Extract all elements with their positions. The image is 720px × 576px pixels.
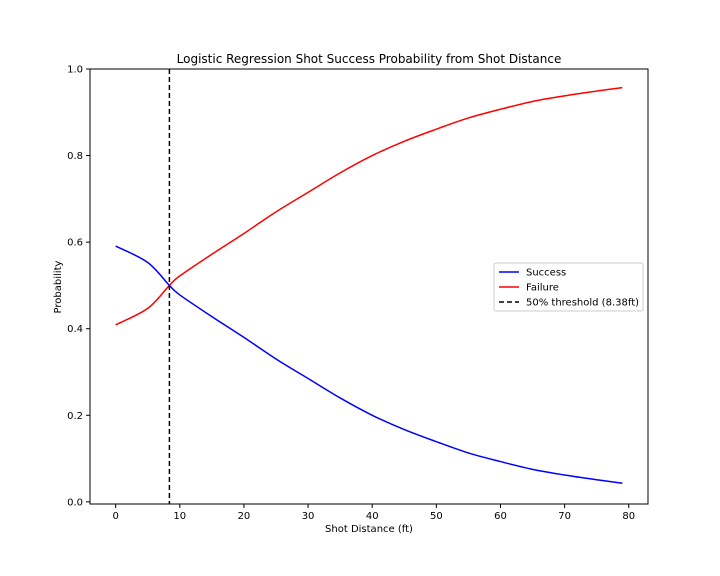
y-tick-label: 0.0 [67, 497, 83, 508]
y-tick-label: 1.0 [67, 65, 83, 76]
series-line-failure [115, 86, 623, 326]
x-tick-label: 60 [494, 511, 507, 522]
series-line-success [115, 245, 623, 484]
x-tick-label: 80 [622, 511, 635, 522]
y-tick-label: 0.4 [67, 324, 83, 335]
x-tick-label: 0 [112, 511, 118, 522]
x-tick-label: 30 [302, 511, 315, 522]
chart-title: Logistic Regression Shot Success Probabi… [177, 52, 562, 66]
y-tick-label: 0.6 [67, 238, 83, 249]
legend-label: 50% threshold (8.38ft) [526, 298, 639, 309]
legend-box [493, 262, 644, 312]
x-axis-label: Shot Distance (ft) [325, 524, 413, 535]
x-tick-label: 10 [173, 511, 186, 522]
legend: Success Failure 50% threshold (8.38ft) [493, 262, 644, 312]
x-tick-label: 50 [430, 511, 443, 522]
y-axis-label: Probability [53, 260, 64, 313]
legend-label: Success [526, 268, 566, 279]
legend-label: Failure [526, 283, 559, 294]
plot-frame [89, 68, 649, 505]
x-tick-label: 20 [238, 511, 251, 522]
x-tick-label: 70 [558, 511, 571, 522]
x-tick-label: 40 [366, 511, 379, 522]
y-tick-label: 0.8 [67, 151, 83, 162]
y-tick-label: 0.2 [67, 411, 83, 422]
